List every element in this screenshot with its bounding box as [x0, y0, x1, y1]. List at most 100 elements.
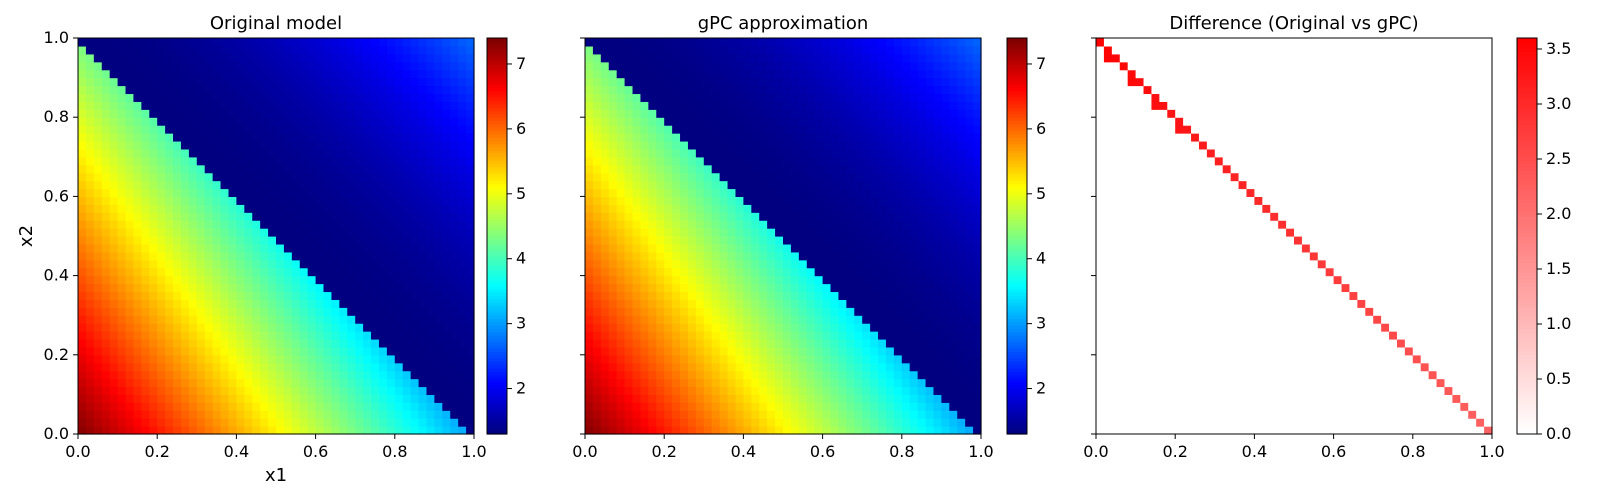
- heatmap-cell: [600, 236, 610, 245]
- heatmap-cell: [885, 275, 895, 285]
- heatmap-cell: [838, 283, 847, 293]
- heatmap-cell: [85, 164, 95, 174]
- heatmap-cell: [830, 93, 840, 102]
- heatmap-cell: [180, 307, 190, 316]
- heatmap-cell: [355, 38, 364, 47]
- heatmap-cell: [260, 259, 269, 269]
- heatmap-cell: [672, 180, 681, 190]
- heatmap-cell: [585, 291, 594, 300]
- heatmap-cell: [85, 188, 95, 197]
- heatmap-cell: [101, 267, 111, 277]
- heatmap-cell: [355, 346, 364, 356]
- heatmap-cell: [933, 426, 942, 435]
- heatmap-cell: [165, 140, 174, 150]
- heatmap-cell: [180, 370, 190, 380]
- heatmap-cell: [109, 156, 119, 166]
- heatmap-cell: [291, 196, 301, 205]
- heatmap-cell: [244, 307, 253, 316]
- heatmap-cell: [759, 267, 768, 277]
- heatmap-cell: [117, 125, 127, 134]
- heatmap-cell: [878, 212, 887, 221]
- heatmap-cell: [125, 315, 135, 324]
- heatmap-cell: [228, 117, 237, 126]
- heatmap-cell: [101, 85, 111, 95]
- heatmap-cell: [378, 212, 388, 221]
- heatmap-cell: [434, 315, 443, 324]
- heatmap-cell: [458, 354, 467, 364]
- heatmap-cell: [378, 410, 388, 419]
- heatmap-cell: [109, 315, 119, 324]
- heatmap-cell: [371, 148, 380, 158]
- heatmap-cell: [878, 323, 887, 332]
- heatmap-cell: [109, 331, 119, 340]
- heatmap-cell: [640, 267, 649, 277]
- heatmap-cell: [751, 402, 760, 411]
- heatmap-cell: [173, 323, 182, 332]
- heatmap-cell: [268, 394, 277, 403]
- heatmap-cell: [434, 236, 443, 245]
- heatmap-cell: [85, 204, 95, 213]
- heatmap-cell: [410, 188, 420, 197]
- heatmap-cell: [790, 77, 800, 87]
- heatmap-cell: [220, 243, 230, 253]
- heatmap-cell: [323, 243, 333, 253]
- heatmap-cell: [188, 220, 198, 229]
- heatmap-cell: [283, 251, 293, 261]
- heatmap-cell: [180, 45, 190, 55]
- heatmap-cell: [450, 77, 459, 87]
- heatmap-cell: [78, 338, 87, 348]
- heatmap-cell: [751, 180, 760, 190]
- heatmap-cell: [339, 101, 348, 110]
- heatmap-cell: [703, 69, 713, 79]
- heatmap-cell: [386, 370, 396, 380]
- heatmap-cell: [632, 77, 642, 87]
- heatmap-cell: [751, 61, 760, 71]
- heatmap-cell: [830, 220, 840, 229]
- heatmap-cell: [854, 69, 863, 79]
- heatmap-cell: [386, 164, 396, 174]
- heatmap-cell: [204, 370, 214, 380]
- heatmap-cell: [450, 156, 459, 166]
- heatmap-cell: [307, 109, 317, 118]
- heatmap-cell: [363, 133, 372, 142]
- heatmap-cell: [212, 172, 222, 182]
- heatmap-cell: [402, 370, 412, 380]
- heatmap-cell: [608, 101, 618, 110]
- heatmap-cell: [78, 323, 87, 332]
- heatmap-cell: [291, 299, 301, 308]
- heatmap-cell: [703, 418, 713, 427]
- heatmap-cell: [236, 338, 245, 348]
- heatmap-cell: [648, 283, 657, 293]
- heatmap-cell: [830, 236, 840, 245]
- heatmap-cell: [909, 117, 919, 126]
- heatmap-cell: [394, 283, 404, 293]
- heatmap-cell: [909, 38, 919, 47]
- heatmap-cell: [125, 418, 135, 427]
- heatmap-cell: [402, 140, 412, 150]
- heatmap-cell: [925, 346, 935, 356]
- heatmap-cell: [711, 220, 721, 229]
- heatmap-cell: [315, 236, 325, 245]
- heatmap-cell: [291, 140, 301, 150]
- heatmap-cell: [656, 338, 665, 348]
- heatmap-cell: [85, 140, 95, 150]
- heatmap-cell: [291, 188, 301, 197]
- heatmap-cell: [434, 386, 443, 395]
- heatmap-cell: [260, 251, 269, 261]
- heatmap-cell: [78, 164, 87, 174]
- heatmap-cell: [299, 410, 309, 419]
- colorbar-segment: [487, 417, 507, 422]
- heatmap-cell: [695, 236, 705, 245]
- heatmap-cell: [822, 196, 832, 205]
- heatmap-cell: [806, 402, 816, 411]
- heatmap-cell: [775, 315, 784, 324]
- heatmap-cell: [870, 148, 879, 158]
- colorbar-segment: [487, 77, 507, 82]
- heatmap-cell: [719, 77, 729, 87]
- heatmap-cell: [228, 354, 237, 364]
- heatmap-cell: [117, 338, 127, 348]
- heatmap-cell: [386, 38, 396, 47]
- heatmap-cell: [767, 418, 776, 427]
- heatmap-cell: [450, 85, 459, 95]
- heatmap-cell: [687, 323, 697, 332]
